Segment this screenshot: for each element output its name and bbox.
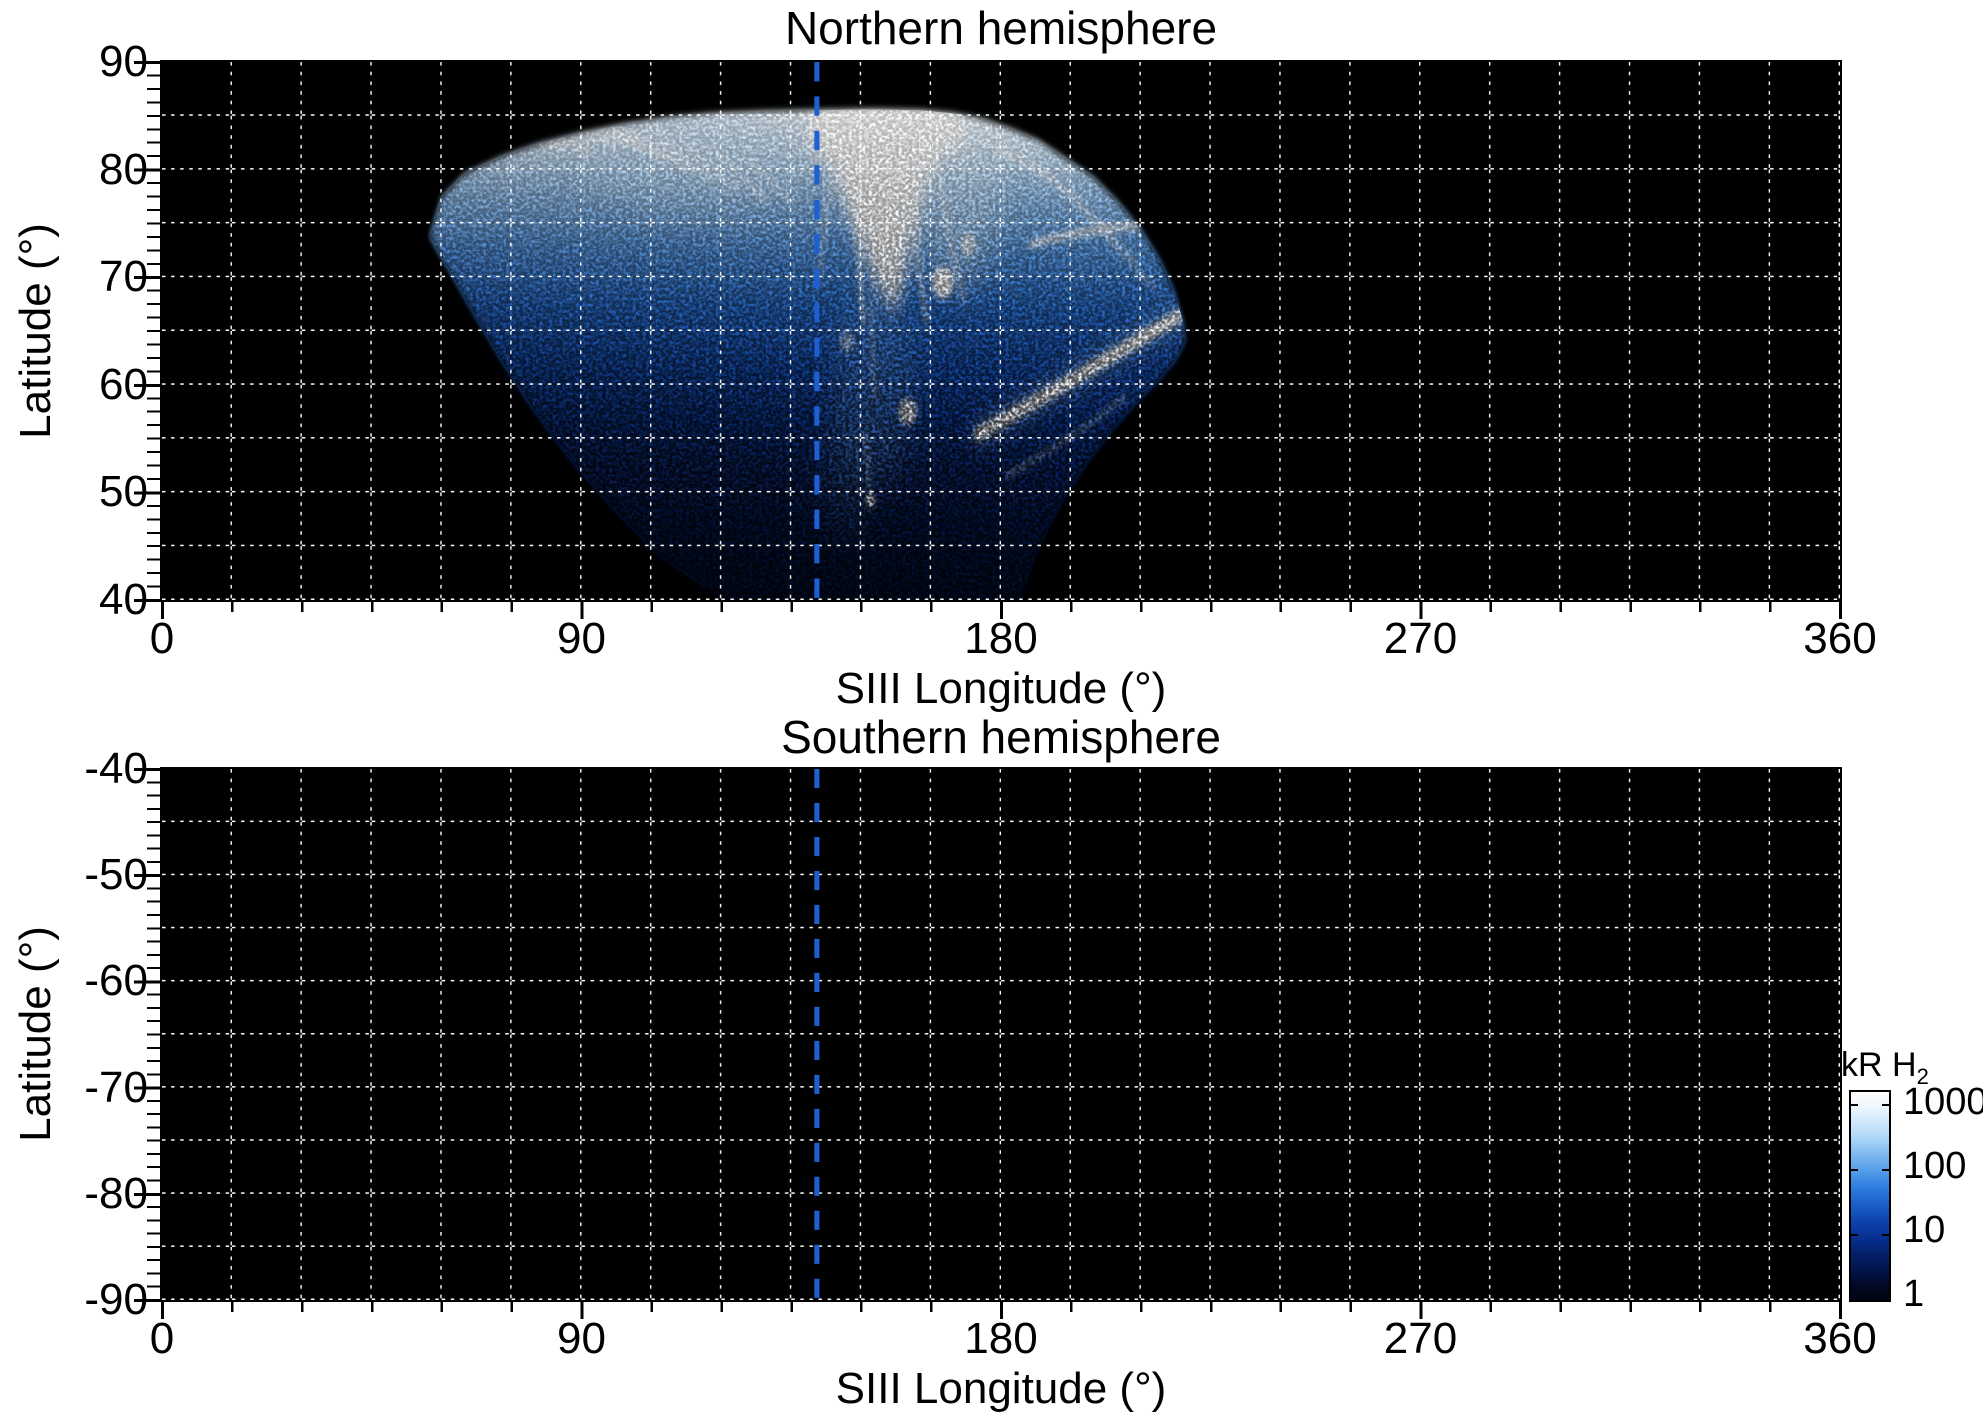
- colorbar-unit-label: kR H2: [1841, 1046, 1929, 1090]
- south-x-axis-label: SIII Longitude (°): [835, 1364, 1167, 1413]
- south-x-minor-ticks: [160, 1302, 1842, 1312]
- south-x-tick-labels: 0 90 180 270 360: [149, 1314, 1877, 1363]
- south-title: Southern hemisphere: [781, 711, 1221, 763]
- north-x-tick-labels: 0 90 180 270 360: [149, 614, 1877, 663]
- north-y-tick-labels: 90 80 70 60 50 40: [99, 37, 148, 624]
- north-title: Northern hemisphere: [784, 2, 1218, 54]
- south-plot: [160, 767, 1842, 1302]
- south-y-tick-labels: -40 -50 -60 -70 -80 -90: [84, 744, 148, 1324]
- north-heatmap: [162, 62, 1840, 600]
- colorbar-left-ticks: [1851, 1104, 1858, 1240]
- north-x-minor-ticks: [160, 602, 1842, 612]
- colorbar-unit-subscript: 2: [1916, 1063, 1929, 1089]
- north-y-minor-ticks: [147, 60, 160, 602]
- colorbar-tick-labels: 1000 100 10 1: [1903, 1080, 1983, 1315]
- south-gridlines: [162, 769, 1840, 1300]
- north-x-axis-label: SIII Longitude (°): [835, 664, 1167, 713]
- south-heatmap: [162, 769, 1840, 1300]
- south-y-axis-label: Latitude (°): [11, 926, 60, 1142]
- south-y-minor-ticks: [147, 767, 160, 1303]
- colorbar-unit-text: kR H: [1841, 1046, 1917, 1084]
- north-gridlines: [162, 62, 1840, 600]
- colorbar: [1849, 1090, 1891, 1302]
- north-plot: [160, 60, 1842, 602]
- colorbar-right-ticks: [1882, 1104, 1889, 1240]
- north-y-axis-label: Latitude (°): [11, 223, 60, 439]
